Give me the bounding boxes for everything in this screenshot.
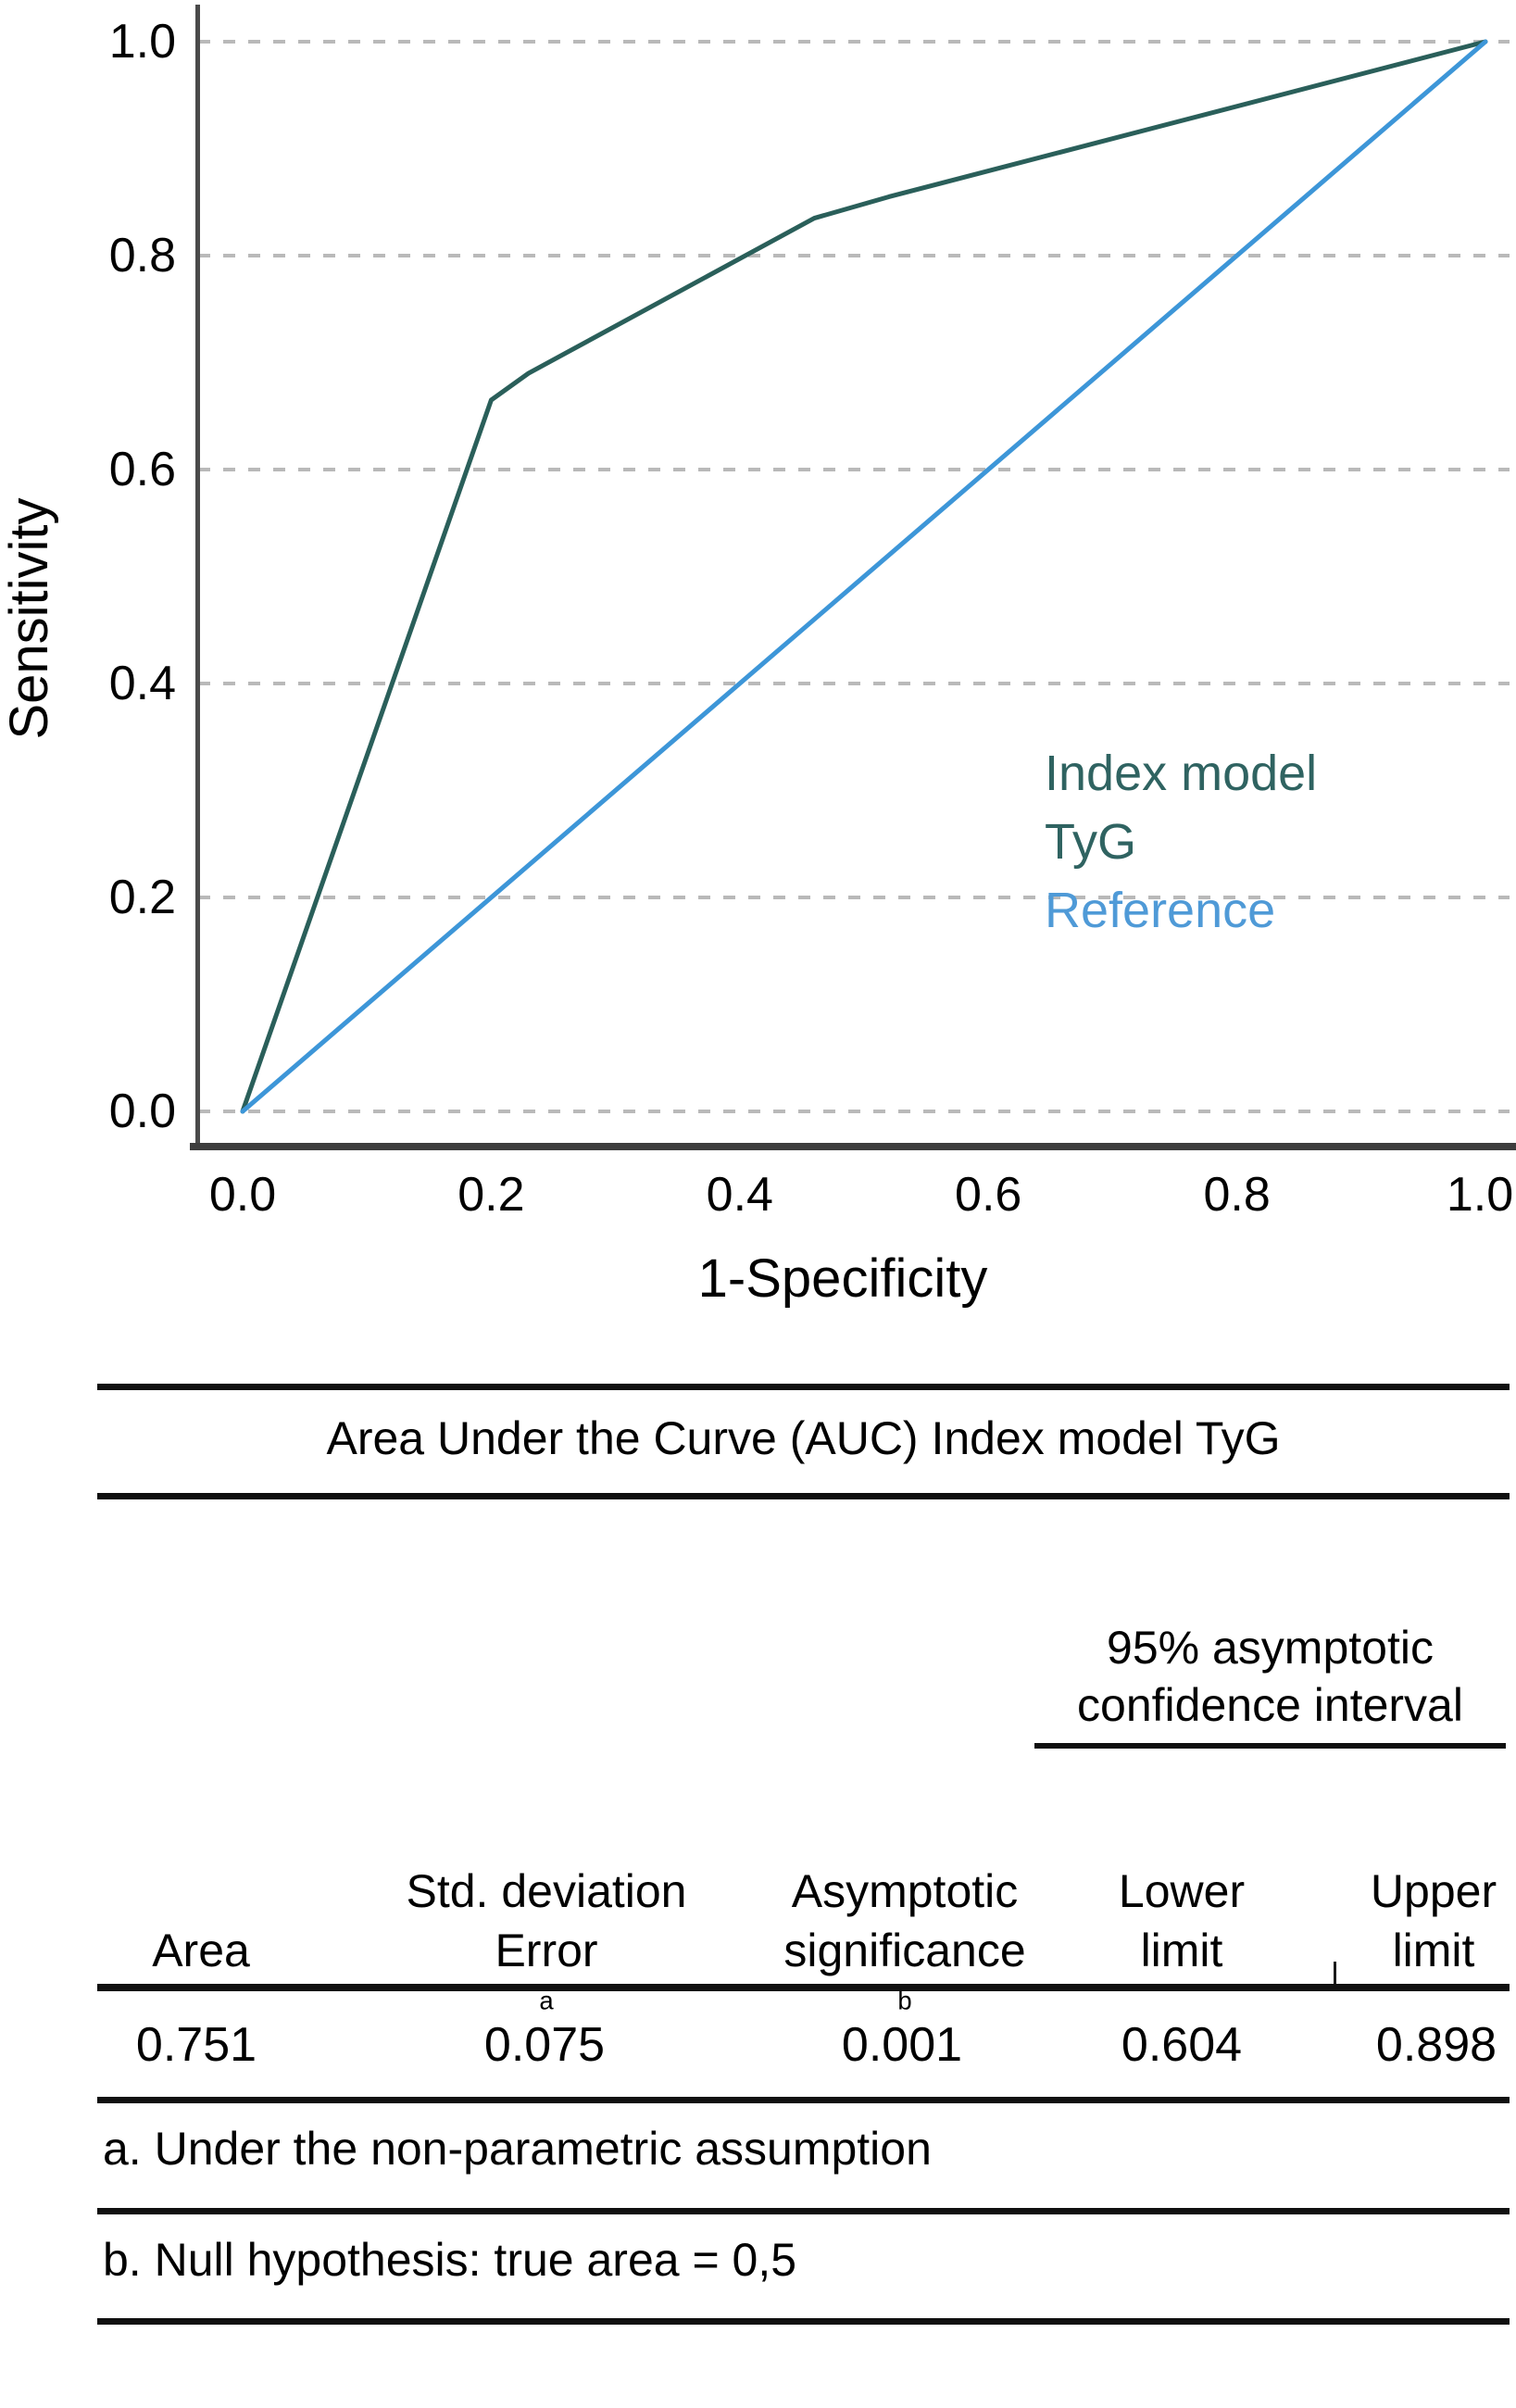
header-sig-line2: significance b <box>783 1925 1026 2015</box>
gridline-y-0.8 <box>198 254 1510 257</box>
legend-item-tyg: TyG <box>1045 814 1137 870</box>
header-area-line1 <box>152 1862 250 1921</box>
table-title-rule <box>97 1493 1510 1499</box>
cell-area: 0.751 <box>135 2018 257 2072</box>
footnote-a-rule <box>97 2208 1510 2214</box>
footnote-b: b. Null hypothesis: true area = 0,5 <box>103 2234 797 2286</box>
header-cell-significance: Asymptotic significance b <box>783 1862 1025 2039</box>
header-upper-line1: Upper <box>1370 1865 1497 1917</box>
roc-curves <box>240 39 1488 1114</box>
cell-upper-limit: 0.898 <box>1375 2018 1497 2072</box>
roc-curve-tyg <box>240 39 1488 1114</box>
reference-line <box>240 39 1488 1114</box>
header-lower-line1: Lower <box>1118 1865 1246 1917</box>
header-std-line2: Error a <box>495 1925 598 2015</box>
header-upper-line2: limit <box>1392 1925 1475 1976</box>
legend-item-reference: Reference <box>1045 883 1276 938</box>
header-cell-upper-limit: Upper limit <box>1371 1862 1497 1980</box>
x-axis-line <box>190 1143 1516 1150</box>
gridline-y-0.4 <box>198 682 1510 685</box>
y-tick-0.4: 0.4 <box>108 657 176 710</box>
y-axis-title: Sensitivity <box>0 497 59 740</box>
x-tick-1.0: 1.0 <box>1446 1168 1514 1222</box>
legend: Index model TyG Reference <box>1045 739 1317 945</box>
x-tick-0.2: 0.2 <box>457 1168 525 1222</box>
table-title: Area Under the Curve (AUC) Index model T… <box>326 1412 1281 1464</box>
y-tick-0.2: 0.2 <box>108 871 176 924</box>
legend-title: Index model <box>1045 746 1318 801</box>
footnote-a: a. Under the non-parametric assumption <box>103 2123 932 2175</box>
x-tick-0.6: 0.6 <box>955 1168 1022 1222</box>
ci-header-underline <box>1034 1743 1506 1749</box>
table-top-rule <box>97 1384 1510 1390</box>
header-rule <box>97 1984 1510 1991</box>
ci-header: 95% asymptotic confidence interval <box>1034 1619 1506 1734</box>
y-axis-line <box>195 5 200 1150</box>
cell-significance: 0.001 <box>841 2018 963 2072</box>
x-tick-0.8: 0.8 <box>1203 1168 1271 1222</box>
x-axis-title: 1-Specificity <box>697 1248 988 1309</box>
y-tick-0.0: 0.0 <box>108 1085 176 1138</box>
header-area-line2: Area <box>152 1925 250 1976</box>
header-sig-line1: Asymptotic <box>791 1865 1019 1917</box>
header-cell-area: Area <box>152 1862 250 1980</box>
row-bottom-rule <box>97 2097 1510 2103</box>
gridline-y-0.0 <box>198 1110 1510 1113</box>
cell-std-error: 0.075 <box>483 2018 606 2072</box>
x-tick-0.4: 0.4 <box>706 1168 773 1222</box>
cell-lower-limit: 0.604 <box>1121 2018 1243 2072</box>
gridline-y-1.0 <box>198 40 1510 44</box>
stray-tick-mark <box>1334 1962 1336 1986</box>
gridline-y-0.6 <box>198 468 1510 471</box>
ci-header-line1: 95% asymptotic <box>1107 1622 1434 1674</box>
header-cell-lower-limit: Lower limit <box>1119 1862 1245 1980</box>
y-tick-0.8: 0.8 <box>108 229 176 282</box>
x-tick-0.0: 0.0 <box>208 1168 277 1222</box>
header-lower-line2: limit <box>1140 1925 1223 1976</box>
header-std-line1: Std. deviation <box>406 1865 687 1917</box>
header-cell-std-error: Std. deviation Error a <box>407 1862 687 2039</box>
y-tick-1.0: 1.0 <box>108 15 176 69</box>
table-bottom-rule <box>97 2318 1510 2325</box>
ci-header-line2: confidence interval <box>1077 1679 1463 1731</box>
y-tick-0.6: 0.6 <box>108 443 176 496</box>
